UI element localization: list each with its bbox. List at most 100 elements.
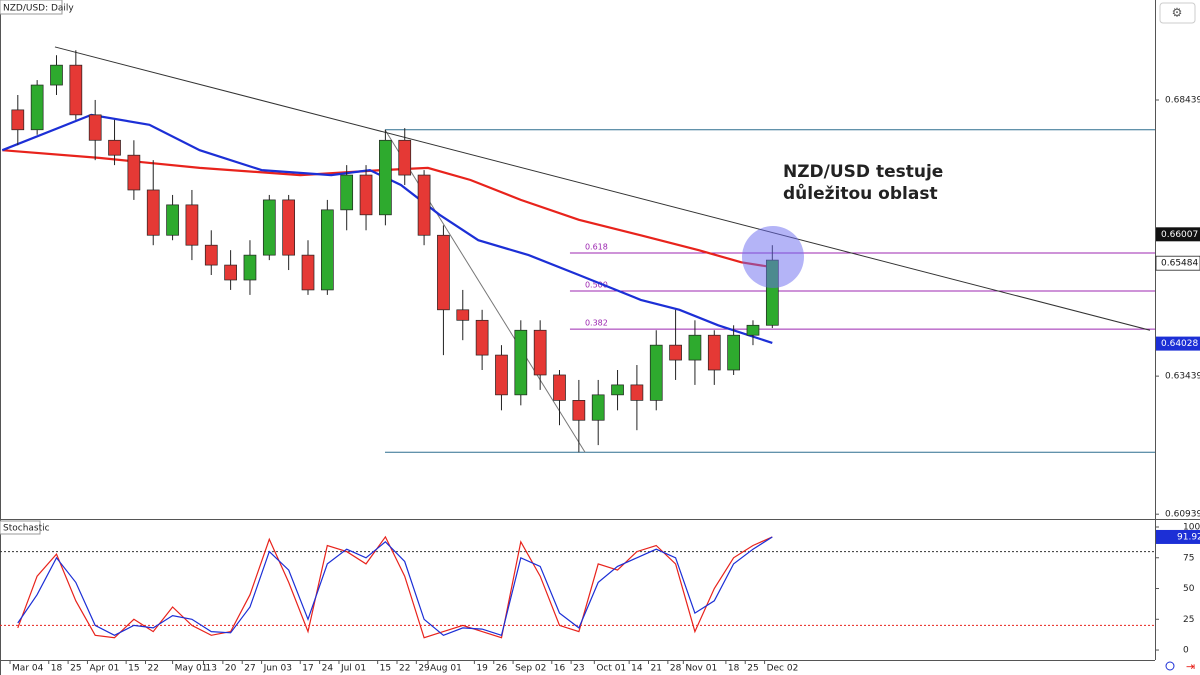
x-tick-label: 22 (399, 664, 410, 674)
x-tick-label: Mar 04 (12, 664, 44, 674)
fib-level-label: 0.618 (585, 242, 608, 251)
settings-button[interactable] (1159, 2, 1196, 24)
panel-title: Stochastic (3, 524, 50, 534)
candle-body (514, 329, 528, 396)
x-tick-label: 28 (670, 664, 682, 674)
candle-body (649, 344, 663, 401)
annotation: NZD/USD testuje (783, 162, 943, 182)
candle-body (224, 264, 237, 281)
title-box (0, 0, 63, 15)
x-tick-label: Apr 01 (89, 664, 119, 674)
x-tick-label: 21 (651, 664, 662, 674)
x-tick-label: 23 (573, 664, 584, 674)
candle-body (437, 234, 450, 311)
x-tick-label: Aug 01 (430, 664, 462, 674)
candle-body (320, 209, 334, 291)
candle-body (88, 114, 102, 141)
fib-level-label: 0.382 (585, 319, 608, 328)
price-marker (1156, 336, 1200, 351)
candle-body (533, 329, 547, 376)
stoch-marker-label: 91.92 (1177, 532, 1200, 542)
candle-body (572, 400, 586, 421)
x-tick-label: 18 (51, 664, 63, 674)
x-tick-label: 27 (244, 664, 255, 674)
candle-body (553, 374, 566, 401)
y-tick-label: 75 (1183, 553, 1194, 563)
candle-body (611, 384, 624, 396)
y-tick-label: 100 (1183, 523, 1200, 533)
settings-icon[interactable]: ⚙ (1172, 6, 1183, 20)
y-tick-label: 0 (1183, 646, 1189, 656)
candle-body (417, 174, 431, 236)
candle-body (688, 334, 702, 361)
candle-body (475, 319, 489, 356)
candle-body (243, 254, 257, 281)
x-tick-label: 16 (554, 664, 566, 674)
y-tick-label: 50 (1183, 584, 1195, 594)
price-marker-label: 0.64028 (1161, 339, 1198, 349)
panel-title-box (0, 520, 41, 535)
x-tick-label: 22 (147, 664, 158, 674)
x-tick-label: 13 (206, 664, 217, 674)
x-tick-label: 17 (302, 664, 313, 674)
candle-body (127, 154, 141, 191)
moving-average (2, 149, 777, 269)
chart-title: NZD/USD: Daily (3, 4, 74, 14)
x-tick-label: May 01 (175, 664, 208, 674)
candle-body (630, 384, 644, 401)
price-marker-label: 0.66007 (1161, 230, 1198, 240)
candle-body (262, 199, 276, 256)
x-tick-label: Sep 02 (515, 664, 546, 674)
candle-body (359, 174, 373, 216)
candle-body (69, 64, 83, 116)
x-tick-label: Oct 01 (596, 664, 626, 674)
x-tick-label: 25 (747, 664, 758, 674)
candle-body (50, 64, 63, 86)
y-tick-label: 25 (1183, 615, 1194, 625)
price-marker-label: 0.65484 (1161, 259, 1198, 269)
x-tick-label: 24 (322, 664, 334, 674)
x-tick-label: 18 (728, 664, 740, 674)
plot-layer: 0.68439 0.63439 0.60939 0.618 0.500 0.382 0.66… (0, 46, 1200, 674)
candle-body (727, 334, 740, 371)
y-tick-label: 0.68439 (1165, 96, 1200, 106)
y-tick-label: 0.60939 (1165, 510, 1200, 520)
x-tick-label: 29 (418, 664, 430, 674)
x-tick-label: Jul 01 (340, 664, 366, 674)
x-tick-label: 15 (128, 664, 139, 674)
x-tick-label: 19 (476, 664, 488, 674)
x-tick-label: 26 (496, 664, 508, 674)
candle-body (108, 139, 121, 156)
candle-body (146, 189, 160, 236)
annotation: důležitou oblast (783, 182, 938, 204)
arrow-icon[interactable]: ⇥ (1186, 660, 1195, 673)
link-icon[interactable] (1165, 661, 1175, 671)
candle-body (746, 324, 760, 336)
candle-body (379, 139, 392, 216)
candle-body (707, 334, 721, 371)
candle-body (591, 394, 605, 421)
stoch-line (17, 535, 773, 639)
candle-body (669, 344, 682, 361)
candle-body (204, 244, 218, 266)
candle-body (185, 204, 199, 246)
x-tick-label: Jun 03 (263, 664, 292, 674)
y-tick-label: 0.63439 (1165, 372, 1200, 382)
candle-body (456, 309, 470, 321)
candle-body (11, 109, 25, 131)
candle-body (301, 254, 315, 291)
stoch-line (17, 536, 773, 637)
x-tick-label: 25 (70, 664, 81, 674)
x-tick-label: 20 (225, 664, 237, 674)
candle-body (166, 204, 179, 236)
trend-line (54, 46, 1151, 331)
candle-body (282, 199, 296, 256)
stoch-marker (1156, 529, 1200, 544)
highlight-circle (742, 226, 804, 288)
price-marker (1155, 255, 1200, 271)
x-tick-label: 15 (380, 664, 391, 674)
x-tick-label: Dec 02 (767, 664, 799, 674)
candle-body (495, 354, 508, 396)
